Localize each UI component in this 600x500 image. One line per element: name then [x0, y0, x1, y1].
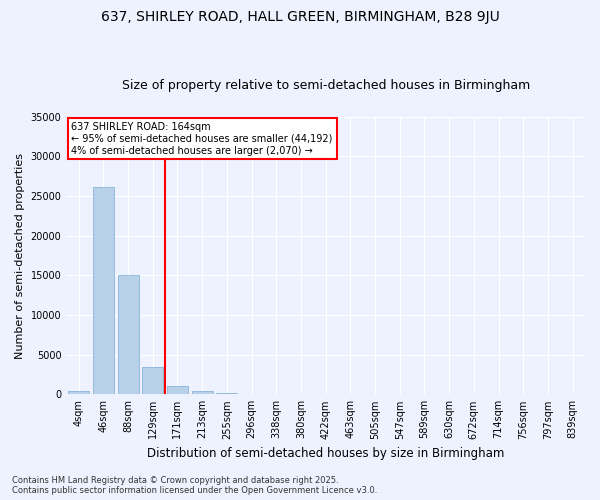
- Title: Size of property relative to semi-detached houses in Birmingham: Size of property relative to semi-detach…: [122, 79, 530, 92]
- Bar: [68, 391, 89, 394]
- Bar: [118, 274, 139, 394]
- Text: 637, SHIRLEY ROAD, HALL GREEN, BIRMINGHAM, B28 9JU: 637, SHIRLEY ROAD, HALL GREEN, BIRMINGHA…: [101, 10, 499, 24]
- Text: Contains HM Land Registry data © Crown copyright and database right 2025.
Contai: Contains HM Land Registry data © Crown c…: [12, 476, 377, 495]
- Text: 637 SHIRLEY ROAD: 164sqm
← 95% of semi-detached houses are smaller (44,192)
4% o: 637 SHIRLEY ROAD: 164sqm ← 95% of semi-d…: [71, 122, 333, 156]
- Bar: [93, 188, 114, 394]
- Bar: [191, 391, 212, 394]
- X-axis label: Distribution of semi-detached houses by size in Birmingham: Distribution of semi-detached houses by …: [147, 447, 505, 460]
- Y-axis label: Number of semi-detached properties: Number of semi-detached properties: [15, 152, 25, 358]
- Bar: [167, 386, 188, 394]
- Bar: [142, 368, 163, 394]
